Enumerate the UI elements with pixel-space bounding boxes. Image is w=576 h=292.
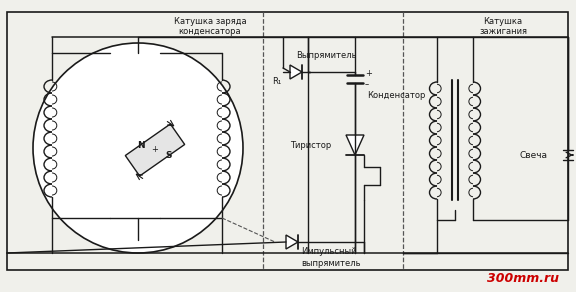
Polygon shape: [286, 235, 298, 249]
Text: –: –: [365, 81, 369, 90]
Text: Тиристор: Тиристор: [290, 140, 331, 150]
Polygon shape: [346, 135, 364, 155]
Text: Катушка заряда: Катушка заряда: [174, 18, 247, 27]
Text: +: +: [365, 69, 372, 77]
Polygon shape: [290, 65, 302, 79]
Text: R₁: R₁: [272, 77, 282, 86]
Text: N: N: [137, 140, 145, 150]
Text: S: S: [166, 150, 172, 159]
Polygon shape: [126, 124, 185, 176]
Text: Свеча: Свеча: [520, 150, 548, 159]
Text: конденсатора: конденсатора: [179, 27, 241, 36]
Circle shape: [33, 43, 243, 253]
Bar: [7, 12, 568, 270]
Text: зажигания: зажигания: [479, 27, 527, 36]
Text: Катушка: Катушка: [483, 18, 522, 27]
Text: Конденсатор: Конденсатор: [367, 91, 425, 100]
Text: +: +: [151, 145, 158, 154]
Text: Выпрямитель: Выпрямитель: [296, 51, 357, 60]
Text: Импульсный: Импульсный: [301, 248, 357, 256]
Text: 300mm.ru: 300mm.ru: [487, 272, 559, 284]
Text: выпрямитель: выпрямитель: [301, 258, 361, 267]
